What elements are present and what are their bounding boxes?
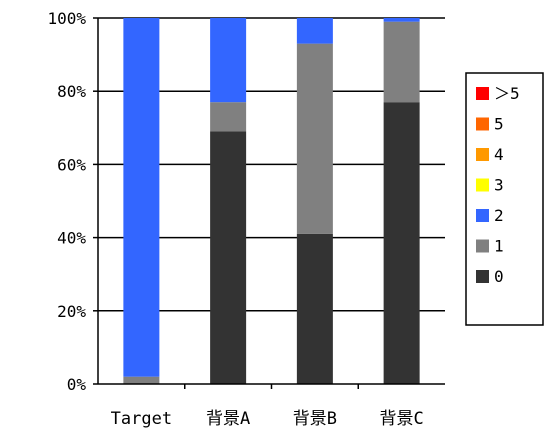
legend-label: 1	[494, 237, 504, 256]
bar-segment-1	[210, 102, 247, 132]
legend: ＞5 5 4 3 2 1 0	[465, 72, 544, 326]
legend-label: 4	[494, 145, 504, 164]
legend-label: 2	[494, 206, 504, 225]
bar-segment-1	[123, 376, 160, 384]
category-label: 背景A	[206, 409, 250, 429]
bar-segment-2	[296, 18, 333, 44]
legend-label: 0	[494, 267, 504, 286]
legend-swatch	[476, 209, 489, 222]
bar-segment-0	[296, 233, 333, 384]
legend-swatch	[476, 178, 489, 192]
bar-segment-1	[296, 43, 333, 234]
legend-label: 5	[494, 115, 504, 134]
legend-box	[465, 72, 544, 326]
axes	[97, 18, 445, 389]
legend-swatch	[476, 239, 489, 253]
category-label: 背景B	[293, 409, 337, 429]
bar-segment-1	[383, 21, 420, 103]
legend-swatch	[476, 87, 489, 100]
category-label: 背景C	[380, 409, 424, 429]
y-tick-label: 100%	[47, 9, 86, 28]
legend-swatch	[476, 117, 489, 131]
y-tick-label: 0%	[67, 375, 87, 394]
y-tick-label: 60%	[57, 155, 86, 174]
legend-swatch	[476, 148, 489, 161]
category-label: Target	[111, 409, 172, 429]
bar-segment-0	[210, 131, 247, 384]
legend-label: 3	[494, 176, 504, 195]
y-tick-labels: 0% 20% 40% 60% 80% 100%	[47, 9, 86, 394]
y-tick-label: 80%	[57, 82, 86, 101]
legend-swatch	[476, 270, 489, 283]
bar-segment-2	[383, 18, 420, 22]
bar-segment-0	[383, 102, 420, 385]
bars	[123, 18, 420, 385]
y-tick-label: 20%	[57, 302, 86, 321]
y-tick-label: 40%	[57, 229, 86, 248]
legend-label: ＞5	[494, 84, 520, 103]
bar-segment-2	[123, 18, 160, 377]
bar-segment-2	[210, 18, 247, 103]
category-labels: Target 背景A 背景B 背景C	[111, 409, 424, 429]
